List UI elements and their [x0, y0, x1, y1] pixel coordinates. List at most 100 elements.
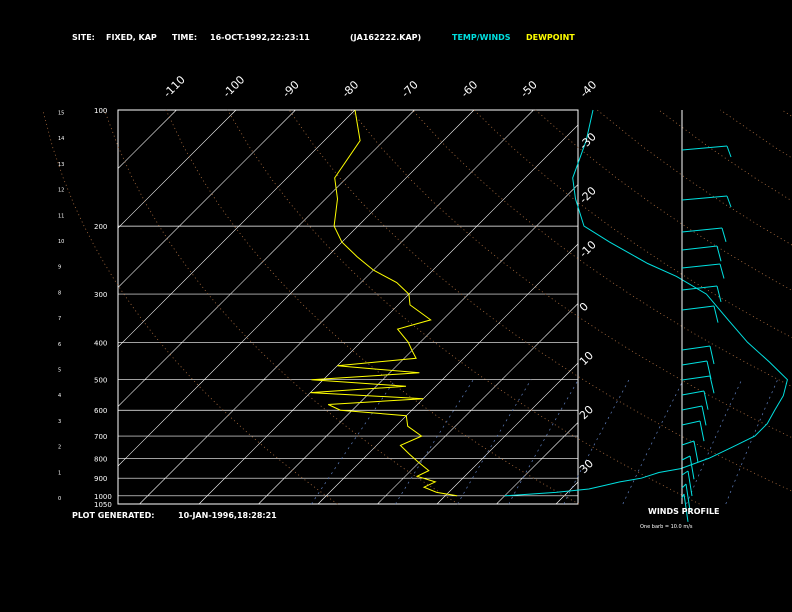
height-km-label: 1 [58, 470, 61, 476]
wind-barb-flag [709, 375, 715, 394]
wind-barbs [681, 145, 732, 522]
height-km-label: 6 [58, 342, 61, 348]
pressure-label: 800 [94, 455, 107, 463]
wind-barb-shaft [681, 405, 703, 411]
isotherm-line [555, 481, 579, 505]
mixing-ratio-line [508, 379, 579, 505]
mixing-ratio-line [686, 379, 743, 505]
isotherm-line [117, 109, 415, 407]
temperature-line [504, 109, 788, 497]
wind-barb-flag [683, 493, 689, 522]
height-km-label: 5 [58, 368, 61, 374]
dry-adiabat [658, 109, 792, 202]
dewpoint-line [310, 109, 458, 497]
height-km-label: 2 [58, 445, 61, 451]
wind-barb-shaft [681, 483, 687, 489]
isotherm-line [117, 109, 177, 169]
pressure-label: 1050 [94, 501, 112, 509]
wind-barb-shaft [681, 470, 689, 476]
wind-barb-shaft [681, 375, 711, 381]
temp-right-label: 20 [577, 403, 596, 422]
wind-barb-shaft [681, 245, 718, 251]
wind-barb-shaft [681, 440, 695, 446]
axis-tick-labels: -110 -100 -90 -80 -70 -60 -50 -40-30-20-1001020… [58, 73, 599, 502]
wind-barb-flag [719, 263, 725, 279]
mixing-ratio-line [725, 379, 778, 505]
dry-adiabat [535, 109, 792, 291]
dry-adiabat [165, 109, 579, 505]
sounding-series [310, 109, 788, 497]
pressure-label: 700 [94, 433, 107, 441]
isotherm-line [317, 243, 579, 505]
temp-right-label: -10 [577, 238, 599, 260]
temp-top-label: -110 [161, 73, 188, 100]
mixing-ratio-lines [311, 379, 778, 505]
site-label: SITE: [72, 33, 95, 42]
wind-barb-flag [721, 227, 727, 242]
pressure-label: 100 [94, 107, 107, 115]
pressure-label: 300 [94, 291, 107, 299]
wind-barb-shaft [681, 390, 705, 396]
dry-adiabat [350, 109, 792, 439]
temp-top-label: -100 [220, 73, 247, 100]
temp-top-label: -70 [399, 78, 421, 100]
wind-barb-shaft [681, 195, 728, 201]
isotherm-line [117, 109, 296, 288]
legend-temp: TEMP/WINDS [452, 33, 511, 42]
mixing-ratio-line [563, 379, 630, 505]
mixing-ratio-line [395, 379, 474, 505]
isotherm-line [117, 109, 475, 467]
wind-barb-flag [701, 405, 707, 426]
wind-title: WINDS PROFILE [648, 507, 720, 516]
dry-adiabat [288, 109, 792, 492]
temp-top-label: -90 [280, 78, 302, 100]
temp-top-label: -80 [339, 78, 361, 100]
isotherm-line [258, 184, 579, 505]
generated-value: 10-JAN-1996,18:28:21 [178, 511, 277, 520]
dry-adiabat [720, 109, 792, 159]
adiabat-lines [42, 109, 792, 505]
mixing-ratio-line [622, 379, 684, 505]
wind-barb-flag [687, 470, 693, 497]
mixing-ratio-line [457, 379, 532, 505]
wind-barb-flag [716, 285, 722, 303]
height-km-label: 11 [58, 213, 64, 219]
isotherm-line [117, 109, 356, 348]
temp-right-label: 10 [577, 349, 596, 368]
wind-barb-shaft [681, 420, 701, 426]
mixing-ratio-line [311, 379, 396, 505]
wind-barb-shaft [681, 285, 718, 291]
temp-top-label: -50 [518, 78, 540, 100]
temp-right-label: 30 [577, 457, 596, 476]
wind-barb-flag [716, 245, 722, 262]
pressure-label: 600 [94, 407, 107, 415]
height-km-label: 10 [58, 239, 64, 245]
wind-barb-shaft [681, 305, 715, 311]
dry-adiabat [781, 109, 792, 117]
wind-barb-flag [689, 455, 695, 480]
wind-barb-flag [703, 390, 709, 410]
pressure-label: 500 [94, 377, 107, 385]
height-km-label: 3 [58, 419, 61, 425]
isotherm-line [198, 124, 579, 505]
pressure-label: 900 [94, 475, 107, 483]
wind-barb-shaft [681, 345, 711, 351]
height-km-label: 8 [58, 290, 61, 296]
wind-barb-shaft [681, 455, 691, 461]
isotherm-line [496, 422, 579, 505]
dry-adiabat [42, 109, 338, 505]
dry-adiabat [104, 109, 459, 505]
isotherm-line [377, 303, 579, 505]
pressure-label: 200 [94, 223, 107, 231]
wind-barb-flag [726, 195, 732, 208]
pressure-label: 1000 [94, 493, 112, 501]
file-value: (JA162222.KAP) [350, 33, 421, 42]
temp-right-label: -30 [577, 130, 599, 152]
height-km-label: 13 [58, 162, 64, 168]
height-km-label: 15 [58, 111, 64, 117]
wind-barb-flag [699, 420, 705, 442]
wind-barb-flag [713, 305, 719, 323]
height-km-label: 0 [58, 496, 61, 502]
